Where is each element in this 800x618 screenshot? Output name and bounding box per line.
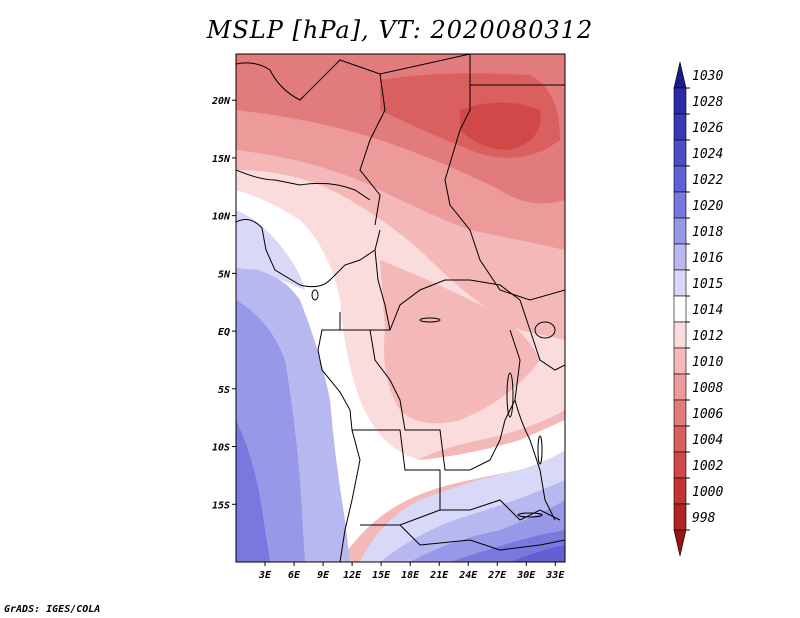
colorbar-label: 1004 <box>692 433 723 448</box>
colorbar-segment-top-triangle <box>673 61 687 89</box>
colorbar-label: 1028 <box>692 95 723 110</box>
colorbar-segment <box>673 477 687 505</box>
colorbar-label: 1008 <box>692 381 723 396</box>
colorbar: 1030 1028 1026 1024 1022 1020 1018 1016 1015 1014… <box>673 61 723 557</box>
colorbar-label: 1014 <box>692 303 723 318</box>
colorbar-label: 1026 <box>692 121 723 136</box>
border-north-1 <box>236 54 471 101</box>
colorbar-segment <box>673 451 687 479</box>
colorbar-segment <box>673 87 687 115</box>
lon-tick-label: 24E <box>458 570 478 581</box>
colorbar-label: 1022 <box>692 173 723 188</box>
lakes <box>311 289 556 518</box>
longitude-axis: 3E 6E 9E 12E 15E 18E 21E 24E 27E 30E 33E <box>258 562 565 581</box>
lon-tick-label: 9E <box>317 570 330 581</box>
lake-malawi <box>537 435 543 465</box>
field-band-1022-south <box>510 545 565 562</box>
pressure-field <box>236 54 565 562</box>
cameroon-border <box>340 249 391 331</box>
border-mali-niger <box>236 169 371 201</box>
lake-1 <box>311 289 319 301</box>
uganda-border <box>519 299 565 371</box>
colorbar-segment <box>673 373 687 401</box>
map-frame <box>235 53 566 563</box>
colorbar-label: 1002 <box>692 459 723 474</box>
lat-tick-label: 5N <box>218 269 231 280</box>
colorbar-segment <box>673 165 687 193</box>
lat-tick-label: 20N <box>211 96 231 107</box>
lake-kariba <box>517 512 543 518</box>
lon-tick-label: 12E <box>343 570 362 581</box>
colorbar-label: 1016 <box>692 251 723 266</box>
river-feature <box>419 317 441 323</box>
colorbar-label: 1010 <box>692 355 723 370</box>
zambia-border <box>440 499 561 521</box>
colorbar-segment <box>673 139 687 167</box>
namibia-border <box>399 524 565 551</box>
colorbar-segment <box>673 321 687 349</box>
lon-tick-label: 33E <box>545 570 565 581</box>
colorbar-label: 1020 <box>692 199 723 214</box>
field-band-1015-north <box>236 210 305 290</box>
colorbar-label: 1030 <box>692 69 723 84</box>
map-title: MSLP [hPa], VT: 2020080312 <box>206 16 594 44</box>
west-coast-guinea <box>236 219 301 286</box>
border-niger-nigeria <box>359 73 386 226</box>
colorbar-segment <box>673 113 687 141</box>
lon-tick-label: 21E <box>429 570 449 581</box>
lon-tick-label: 15E <box>372 570 391 581</box>
lat-tick-label: 10N <box>212 212 231 223</box>
lat-tick-label: 15S <box>212 500 230 511</box>
latitude-axis: 20N 15N 10N 5N EQ 5S 10S 15S <box>211 96 236 511</box>
colorbar-segment <box>673 269 687 297</box>
car-border <box>389 279 521 331</box>
colorbar-segment <box>673 295 687 323</box>
lat-tick-label: EQ <box>218 327 230 338</box>
lake-victoria <box>534 321 556 339</box>
lat-tick-label: 15N <box>212 154 231 165</box>
colorbar-label: 1015 <box>692 277 723 292</box>
colorbar-segment <box>673 217 687 245</box>
border-chad-sudan <box>444 54 565 301</box>
colorbar-label: 998 <box>692 511 716 526</box>
credit-text: GrADS: IGES/COLA <box>4 604 101 615</box>
colorbar-segment <box>673 243 687 271</box>
atlantic-coast <box>317 312 361 562</box>
lon-tick-label: 18E <box>401 570 420 581</box>
colorbar-segment <box>673 191 687 219</box>
lon-tick-label: 3E <box>258 570 272 581</box>
lon-tick-label: 6E <box>288 570 301 581</box>
colorbar-segment <box>673 503 687 531</box>
colorbar-segment <box>673 425 687 453</box>
field-band-1010 <box>380 260 540 424</box>
nigeria-coast <box>299 229 381 288</box>
field-band-1020 <box>236 420 270 562</box>
colorbar-segment <box>673 399 687 427</box>
colorbar-segment <box>673 347 687 375</box>
field-band-1002 <box>460 102 541 150</box>
colorbar-label: 1006 <box>692 407 723 422</box>
lake-tanganyika <box>506 372 514 418</box>
colorbar-segment-bottom-triangle <box>673 529 687 557</box>
lon-tick-label: 27E <box>487 570 507 581</box>
colorbar-label: 1018 <box>692 225 723 240</box>
colorbar-label: 1000 <box>692 485 723 500</box>
colorbar-label: 1024 <box>692 147 723 162</box>
lat-tick-label: 10S <box>212 443 230 454</box>
colorbar-label: 1012 <box>692 329 723 344</box>
lake-region-border <box>514 399 556 521</box>
lat-tick-label: 5S <box>218 385 230 396</box>
lon-tick-label: 30E <box>516 570 536 581</box>
country-borders <box>236 54 565 562</box>
